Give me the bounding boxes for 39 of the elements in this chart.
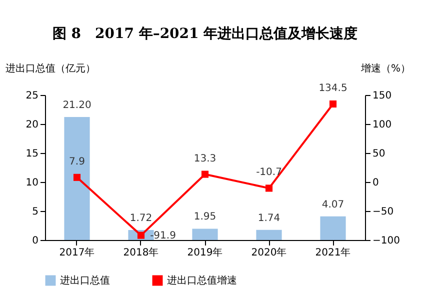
x-tick-label: 2021年 xyxy=(315,246,351,258)
data-label: 7.9 xyxy=(69,156,85,168)
data-label: 21.20 xyxy=(62,100,92,112)
bar xyxy=(64,117,90,240)
legend-label: 进出口总值增速 xyxy=(167,274,237,287)
y2-axis-title: 增速（%） xyxy=(360,62,410,74)
data-label: 13.3 xyxy=(194,153,216,164)
y-tick-label: 10 xyxy=(26,178,38,188)
point xyxy=(265,184,273,192)
x-tick-label: 2017年 xyxy=(59,246,95,258)
bar xyxy=(192,228,218,240)
bar xyxy=(256,230,282,240)
y-axis-title: 进出口总值（亿元） xyxy=(6,62,96,74)
data-label: 4.07 xyxy=(322,199,344,210)
y2-tick-label: 0 xyxy=(372,178,379,188)
y-tick-label: 5 xyxy=(32,206,38,218)
data-label: 1.95 xyxy=(194,212,216,223)
y-tick-label: 0 xyxy=(32,236,38,246)
y2-tick-label: 50 xyxy=(372,148,386,160)
y2-tick-label: 100 xyxy=(372,120,392,130)
y2-tick-label: −100 xyxy=(372,236,400,246)
bar xyxy=(320,216,346,240)
data-label: 134.5 xyxy=(318,82,348,94)
y-tick-label: 25 xyxy=(26,90,38,102)
x-tick-label: 2019年 xyxy=(187,246,223,258)
y-tick-label: 20 xyxy=(26,120,38,130)
x-tick-label: 2018年 xyxy=(123,246,159,258)
point xyxy=(73,174,81,181)
data-label: -91.9 xyxy=(150,230,176,242)
x-tick-label: 2020年 xyxy=(251,246,287,258)
data-label: 1.74 xyxy=(258,212,280,224)
y2-tick-label: 150 xyxy=(372,90,392,102)
legend-label: 进出口总值 xyxy=(60,274,110,287)
point xyxy=(329,100,337,108)
point xyxy=(201,170,209,178)
y-tick-label: 15 xyxy=(26,148,38,160)
y2-tick-label: −50 xyxy=(372,206,394,218)
data-label: 1.72 xyxy=(130,213,152,224)
chart-title: 图 8 2017 年–2021 年进出口总值及增长速度 xyxy=(52,25,358,42)
